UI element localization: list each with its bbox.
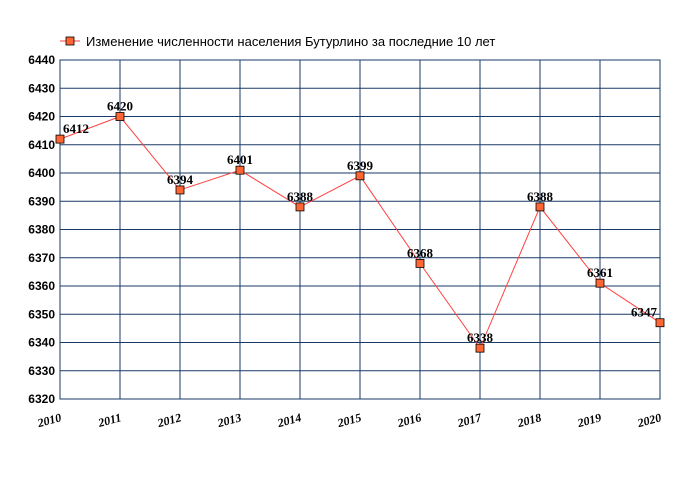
data-point — [55, 134, 65, 144]
series-markers — [55, 112, 665, 353]
y-tick-label: 6330 — [28, 364, 55, 378]
legend: Изменение численности населения Бутурлин… — [60, 34, 495, 49]
data-label: 6394 — [167, 172, 194, 187]
data-point — [235, 165, 245, 175]
data-point — [115, 112, 125, 121]
data-point — [415, 258, 425, 268]
x-tick-label: 2010 — [35, 410, 63, 430]
data-point — [595, 278, 605, 288]
data-point — [475, 343, 485, 353]
data-label: 6399 — [347, 158, 374, 173]
x-tick-label: 2011 — [96, 410, 123, 430]
y-tick-label: 6440 — [28, 53, 55, 67]
x-tick-label: 2019 — [575, 410, 603, 430]
data-label: 6420 — [107, 99, 133, 114]
legend-marker — [65, 36, 75, 46]
data-label: 6347 — [631, 305, 658, 320]
y-tick-label: 6320 — [28, 392, 55, 406]
data-label: 6388 — [527, 189, 554, 204]
data-point — [355, 171, 365, 181]
x-tick-label: 2014 — [275, 410, 303, 430]
plot-border — [59, 59, 661, 400]
x-tick-label: 2017 — [455, 410, 484, 430]
x-tick-label: 2018 — [515, 410, 543, 430]
data-label: 6338 — [467, 330, 494, 345]
y-tick-label: 6400 — [28, 166, 55, 180]
data-label: 6401 — [227, 152, 253, 167]
data-point — [295, 202, 305, 212]
y-tick-label: 6370 — [28, 251, 55, 265]
x-axis-ticks: 2010 2011 2012 2013 2014 2015 2016 2017 2018 2019… — [35, 410, 663, 430]
y-tick-label: 6380 — [28, 223, 55, 237]
y-tick-label: 6360 — [28, 279, 55, 293]
x-tick-label: 2015 — [335, 410, 363, 430]
x-tick-label: 2012 — [155, 410, 183, 430]
x-tick-label: 2016 — [395, 410, 423, 430]
data-labels: 6412 6420 6394 6401 6388 6399 6368 6338 6388 6361… — [63, 99, 658, 346]
y-axis-ticks: 6320 6330 6340 6350 6360 6370 6380 6390 6400 6410… — [28, 53, 55, 406]
data-point — [175, 185, 185, 195]
data-label: 6388 — [287, 189, 314, 204]
data-label: 6361 — [587, 265, 613, 280]
legend-label: Изменение численности населения Бутурлин… — [86, 34, 495, 49]
y-tick-label: 6350 — [28, 307, 55, 321]
y-tick-label: 6420 — [28, 110, 55, 124]
y-tick-label: 6410 — [28, 138, 55, 152]
data-point — [535, 202, 545, 212]
data-label: 6412 — [63, 121, 89, 136]
data-label: 6368 — [407, 245, 434, 260]
y-tick-label: 6430 — [28, 81, 55, 95]
x-tick-label: 2013 — [215, 410, 243, 430]
y-tick-label: 6390 — [28, 194, 55, 208]
plot-grid — [59, 59, 661, 400]
x-tick-label: 2020 — [635, 410, 663, 430]
y-tick-label: 6340 — [28, 336, 55, 350]
data-point — [655, 318, 665, 328]
